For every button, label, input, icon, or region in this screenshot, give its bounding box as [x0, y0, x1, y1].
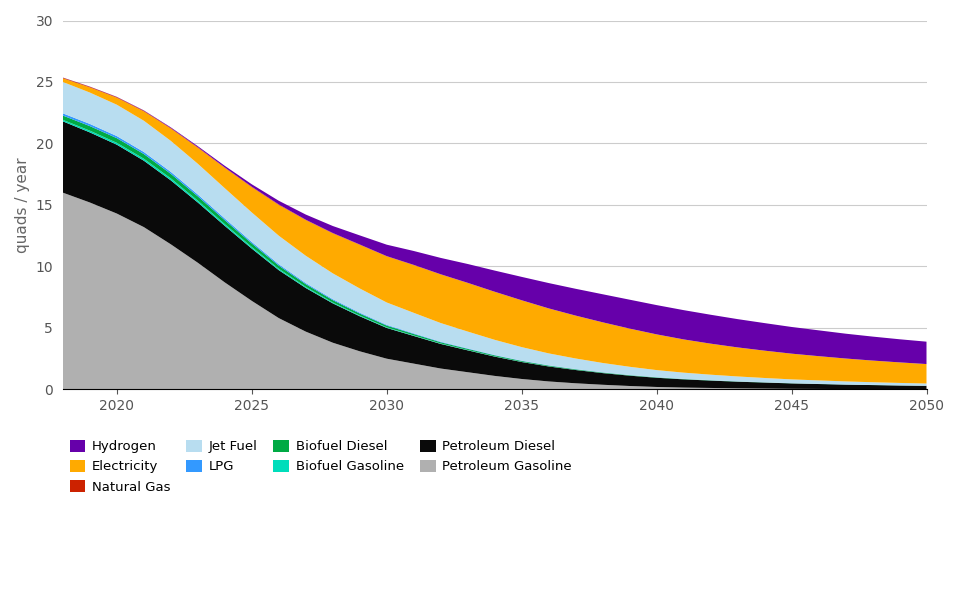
Legend: Hydrogen, Electricity, Natural Gas, Jet Fuel, LPG, Biofuel Diesel, Biofuel Gasol: Hydrogen, Electricity, Natural Gas, Jet …	[69, 440, 572, 493]
Y-axis label: quads / year: quads / year	[15, 157, 30, 253]
